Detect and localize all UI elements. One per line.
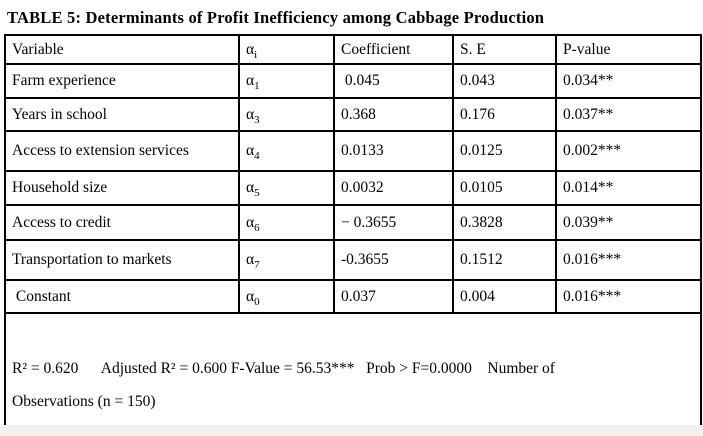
pvalue-cell: 0.014** <box>555 170 702 206</box>
coefficient-cell: 0.0133 <box>333 130 454 172</box>
alpha-subscript: 0 <box>254 295 260 308</box>
alpha-symbol: α <box>246 142 255 159</box>
alpha-subscript: 7 <box>254 259 260 272</box>
variable-cell: Access to credit <box>4 204 240 241</box>
results-table: Variable αi Coefficient S. E P-value Far… <box>4 34 702 436</box>
alpha-cell: α5 <box>238 170 335 206</box>
coefficient-cell: 0.0032 <box>333 170 454 206</box>
alpha-symbol: α <box>246 105 255 123</box>
alpha-cell: α6 <box>238 204 335 241</box>
pvalue-cell: 0.016*** <box>555 279 702 314</box>
table-row: Access to credit α6 − 0.3655 0.3828 0.03… <box>4 204 702 241</box>
variable-cell: Years in school <box>4 97 240 132</box>
table-row: Transportation to markets α7 -0.3655 0.1… <box>4 239 702 281</box>
se-cell: 0.004 <box>452 279 557 314</box>
alpha-cell: α0 <box>238 279 335 314</box>
alpha-symbol: α <box>246 213 255 231</box>
variable-cell: Access to extension services <box>4 130 240 172</box>
alpha-symbol: α <box>246 72 255 89</box>
alpha-subscript: 1 <box>254 80 260 93</box>
header-coefficient: Coefficient <box>333 34 454 65</box>
header-variable: Variable <box>4 34 240 65</box>
se-cell: 0.0125 <box>452 130 557 172</box>
se-cell: 0.0105 <box>452 170 557 206</box>
coefficient-cell: -0.3655 <box>333 239 454 281</box>
coefficient-cell: − 0.3655 <box>333 204 454 241</box>
alpha-symbol: α <box>246 251 255 268</box>
pvalue-cell: 0.002*** <box>555 130 702 172</box>
page-bottom-strip <box>0 425 703 436</box>
stats-footer-row: R² = 0.620 Adjusted R² = 0.600 F-Value =… <box>4 312 702 436</box>
variable-cell: Farm experience <box>4 63 240 99</box>
alpha-subscript: 3 <box>254 113 260 126</box>
table-row: Household size α5 0.0032 0.0105 0.014** <box>4 170 702 206</box>
alpha-subscript: 5 <box>254 187 260 200</box>
pvalue-cell: 0.016*** <box>555 239 702 281</box>
header-pvalue: P-value <box>555 34 702 65</box>
se-cell: 0.3828 <box>452 204 557 241</box>
alpha-cell: α4 <box>238 130 335 172</box>
coefficient-cell: 0.368 <box>333 97 454 132</box>
header-row: Variable αi Coefficient S. E P-value <box>4 34 702 65</box>
se-cell: 0.176 <box>452 97 557 132</box>
stats-footer-cell: R² = 0.620 Adjusted R² = 0.600 F-Value =… <box>4 312 702 436</box>
alpha-subscript: 6 <box>254 221 260 234</box>
variable-cell: Household size <box>4 170 240 206</box>
table-title: TABLE 5: Determinants of Profit Ineffici… <box>7 8 545 27</box>
alpha-cell: α7 <box>238 239 335 281</box>
alpha-symbol: α <box>246 179 255 196</box>
se-cell: 0.1512 <box>452 239 557 281</box>
alpha-cell: α1 <box>238 63 335 99</box>
variable-cell: Constant <box>4 279 240 314</box>
alpha-subscript: 4 <box>254 150 260 163</box>
header-se: S. E <box>452 34 557 65</box>
se-cell: 0.043 <box>452 63 557 99</box>
header-alpha: αi <box>238 34 335 65</box>
alpha-symbol: α <box>246 40 255 58</box>
model-statistics: R² = 0.620 Adjusted R² = 0.600 F-Value =… <box>12 360 555 411</box>
pvalue-cell: 0.034** <box>555 63 702 99</box>
alpha-cell: α3 <box>238 97 335 132</box>
pvalue-cell: 0.039** <box>555 204 702 241</box>
pvalue-cell: 0.037** <box>555 97 702 132</box>
table-row: Constant α0 0.037 0.004 0.016*** <box>4 279 702 314</box>
coefficient-cell: 0.045 <box>333 63 454 99</box>
table-row: Years in school α3 0.368 0.176 0.037** <box>4 97 702 132</box>
table-row: Access to extension services α4 0.0133 0… <box>4 130 702 172</box>
coefficient-cell: 0.037 <box>333 279 454 314</box>
alpha-symbol: α <box>246 287 255 305</box>
alpha-subscript: i <box>254 48 258 61</box>
variable-cell: Transportation to markets <box>4 239 240 281</box>
table-row: Farm experience α1 0.045 0.043 0.034** <box>4 63 702 99</box>
